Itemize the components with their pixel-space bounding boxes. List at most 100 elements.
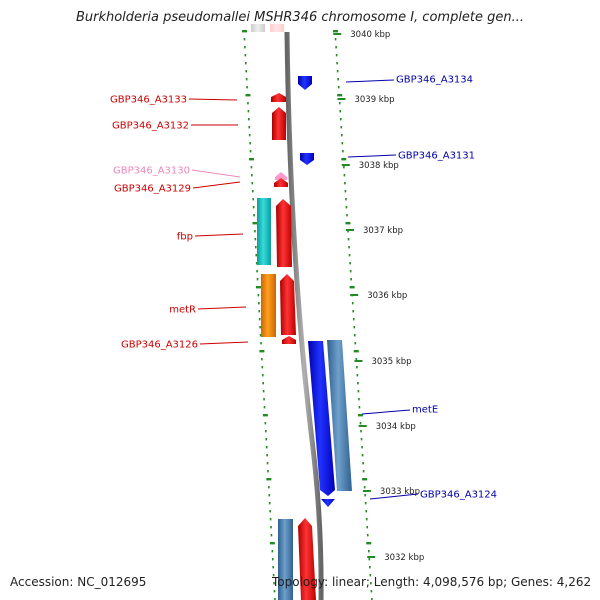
- left-rail-tick: [251, 182, 254, 185]
- left-rail-tick: [267, 470, 269, 473]
- left-rail-tick: [243, 38, 246, 41]
- gene-label-left[interactable]: GBP346_A3132: [112, 121, 189, 132]
- gene-red-lower[interactable]: [298, 518, 316, 600]
- left-rail-tick: [259, 326, 261, 329]
- left-rail-tick: [270, 526, 272, 529]
- left-rail-tick: [252, 198, 254, 201]
- gene-label-leader: [361, 409, 411, 415]
- left-rail-tick: [248, 118, 250, 121]
- left-rail-tick: [248, 126, 251, 129]
- right-rail-tick: [356, 374, 359, 377]
- left-rail-tick: [259, 350, 265, 353]
- gene-GBP346_A3126[interactable]: [282, 336, 296, 344]
- kbp-label: 3037 kbp: [363, 226, 403, 236]
- right-rail-tick: [353, 350, 359, 353]
- gene-label-left[interactable]: GBP346_A3129: [114, 184, 191, 195]
- gene-label-right[interactable]: GBP346_A3131: [398, 151, 475, 162]
- gene-GBP346_A3130[interactable]: [275, 172, 287, 180]
- kbp-label: 3032 kbp: [384, 553, 424, 563]
- gene-GBP346_A3134[interactable]: [298, 76, 312, 90]
- right-rail-tick: [362, 462, 364, 465]
- left-rail-tick: [260, 342, 262, 345]
- gene-label-left[interactable]: GBP346_A3133: [110, 95, 187, 106]
- right-rail-tick: [339, 110, 342, 113]
- right-rail-tick: [341, 134, 343, 137]
- left-rail-tick: [269, 518, 272, 521]
- gene-GBP346_A3129[interactable]: [274, 178, 288, 187]
- left-rail-tick: [265, 430, 267, 433]
- right-rail-tick: [360, 430, 362, 433]
- kbp-label: 3038 kbp: [359, 161, 399, 171]
- gene-steel-lower[interactable]: [278, 519, 293, 600]
- gene-metE[interactable]: [308, 341, 335, 496]
- gene-label-right[interactable]: GBP346_A3134: [396, 75, 473, 86]
- right-rail-tick: [357, 390, 360, 393]
- kbp-label: 3036 kbp: [367, 291, 407, 301]
- gene-fbp[interactable]: [276, 199, 292, 267]
- gene-label-leader: [197, 306, 247, 310]
- gene-label-right[interactable]: GBP346_A3124: [420, 490, 497, 501]
- left-rail-tick: [246, 86, 248, 89]
- right-rail-tick: [366, 526, 369, 529]
- right-rail-tick: [358, 406, 361, 409]
- gene-GBP346_A3124[interactable]: [321, 499, 335, 507]
- gene-label-right[interactable]: metE: [412, 405, 438, 416]
- left-rail-tick: [273, 582, 275, 585]
- gene-label-left[interactable]: GBP346_A3126: [121, 340, 198, 351]
- left-rail-tick: [242, 30, 247, 33]
- left-rail-tick: [266, 454, 268, 457]
- gene-labels: GBP346_A3133 GBP346_A3132 GBP346_A3130 GBP3…: [110, 75, 497, 501]
- left-rail-tick: [254, 230, 256, 233]
- right-rail-tick: [344, 182, 346, 185]
- left-rail-tick: [261, 358, 263, 361]
- kbp-label: 3040 kbp: [350, 30, 390, 40]
- right-rail-tick: [369, 574, 372, 577]
- gene-label-left[interactable]: GBP346_A3130: [113, 166, 190, 177]
- map-title: Burkholderia pseudomallei MSHR346 chromo…: [75, 10, 525, 25]
- gene-label-leader: [192, 181, 241, 189]
- kbp-label: 3034 kbp: [376, 422, 416, 432]
- right-rail-tick: [346, 214, 348, 217]
- right-rail-tick: [369, 566, 371, 569]
- left-rail-tick: [265, 446, 268, 449]
- right-rail-tick: [353, 334, 356, 337]
- left-rail-tick: [254, 238, 257, 241]
- right-rail-tick: [366, 542, 372, 545]
- right-rail-tick: [337, 94, 343, 97]
- gene-metE-fragment[interactable]: [327, 340, 352, 491]
- gene-label-leader: [345, 79, 395, 83]
- right-rail-tick: [352, 318, 355, 321]
- left-rail-tick: [268, 494, 271, 497]
- right-rail-tick: [362, 470, 365, 473]
- gene-GBP346_A3131[interactable]: [300, 153, 314, 165]
- right-rail-tick: [358, 398, 360, 401]
- right-rail-tick: [345, 206, 348, 209]
- gene-label-left[interactable]: fbp: [177, 232, 193, 243]
- gene-label-leader: [347, 154, 397, 158]
- left-rail-tick: [253, 214, 255, 217]
- right-rail-tick: [333, 30, 338, 33]
- right-rail-tick: [337, 86, 340, 89]
- gene-fbp-fragment[interactable]: [257, 198, 271, 265]
- gene-GBP346_A3133[interactable]: [271, 93, 286, 102]
- gene-metR[interactable]: [280, 274, 296, 335]
- gene-label-left[interactable]: metR: [169, 305, 196, 316]
- gene-metR-fragment[interactable]: [261, 274, 276, 337]
- right-rail-tick: [348, 254, 351, 257]
- left-rail-tick: [252, 206, 255, 209]
- right-rail-tick: [349, 270, 352, 273]
- left-rail-tick: [261, 374, 264, 377]
- right-rail-tick: [366, 534, 369, 537]
- right-rail-tick: [355, 358, 358, 361]
- right-rail-tick: [363, 486, 366, 489]
- left-rail-tick: [261, 366, 264, 369]
- gene-GBP346_A3132[interactable]: [272, 107, 286, 140]
- left-rail-tick: [272, 566, 275, 569]
- left-rail-tick: [244, 46, 246, 49]
- faded-gene-block: [251, 24, 265, 32]
- left-rail-tick: [262, 414, 268, 417]
- gene-label-leader: [191, 169, 241, 178]
- left-rail-tick: [244, 54, 247, 57]
- left-rail-tick: [262, 382, 264, 385]
